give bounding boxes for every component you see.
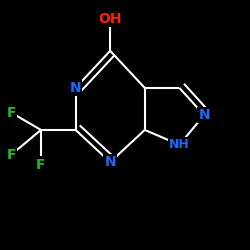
Text: OH: OH	[98, 12, 122, 26]
Text: NH: NH	[169, 138, 190, 151]
Text: N: N	[104, 155, 116, 169]
Text: N: N	[198, 108, 210, 122]
Text: N: N	[70, 81, 81, 95]
Text: F: F	[6, 106, 16, 120]
Text: F: F	[6, 148, 16, 162]
Text: F: F	[36, 158, 46, 172]
